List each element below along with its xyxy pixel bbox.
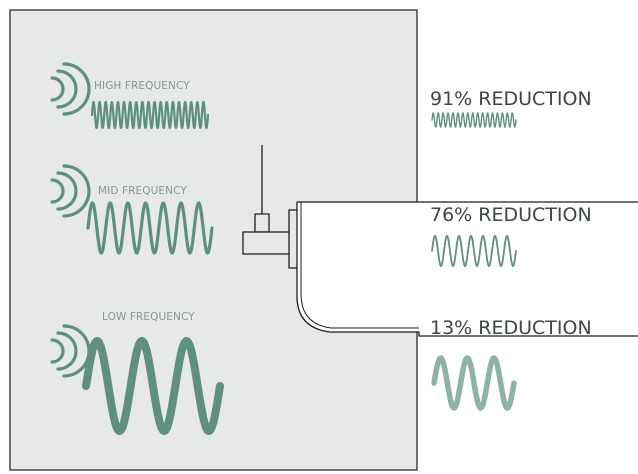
high-frequency-wave xyxy=(90,100,210,130)
reduction-high-label: 91% REDUCTION xyxy=(430,88,592,110)
reduction-low-wave xyxy=(431,355,517,411)
reduction-high-wave xyxy=(431,112,517,128)
high-frequency-group: HIGH FREQUENCY xyxy=(50,62,210,130)
reduction-low-label: 13% REDUCTION xyxy=(430,317,592,339)
signal-waves-icon xyxy=(50,164,91,218)
mid-frequency-group: MID FREQUENCY xyxy=(50,164,214,255)
reduction-mid: 76% REDUCTION xyxy=(430,204,592,267)
reduction-high: 91% REDUCTION xyxy=(430,88,592,128)
low-frequency-wave xyxy=(82,337,224,435)
low-frequency-group: LOW FREQUENCY xyxy=(50,311,224,435)
reduction-mid-label: 76% REDUCTION xyxy=(430,204,592,226)
reduction-mid-wave xyxy=(431,235,517,267)
router-device-icon xyxy=(242,145,638,337)
reduction-low: 13% REDUCTION xyxy=(430,317,592,411)
high-frequency-label: HIGH FREQUENCY xyxy=(94,80,190,92)
signal-waves-icon xyxy=(50,62,91,116)
mid-frequency-wave xyxy=(86,201,214,255)
mid-frequency-label: MID FREQUENCY xyxy=(98,185,187,197)
low-frequency-label: LOW FREQUENCY xyxy=(102,311,195,323)
